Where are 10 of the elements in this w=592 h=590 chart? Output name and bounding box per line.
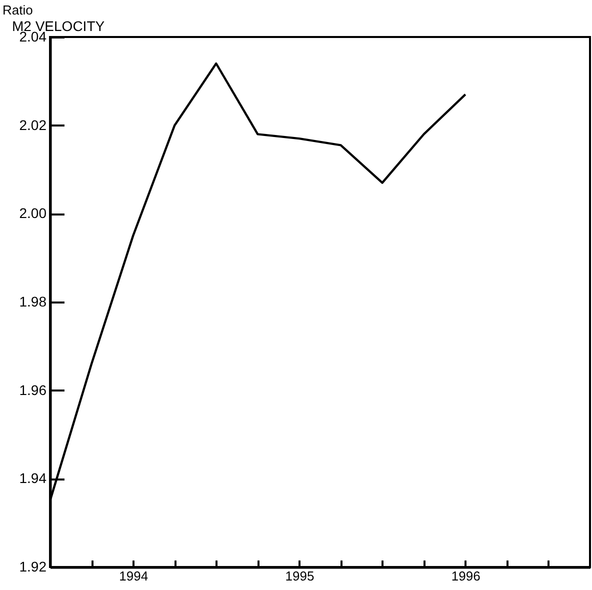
y-axis-title: Ratio <box>2 2 33 18</box>
x-tick-label: 1996 <box>451 568 480 584</box>
y-tick-label: 2.02 <box>19 116 47 133</box>
y-tick-label: 1.98 <box>19 294 47 310</box>
y-tick-label: 1.94 <box>19 470 47 486</box>
y-tick-label: 1.96 <box>19 382 47 398</box>
x-tick-label: 1995 <box>285 568 314 584</box>
y-tick-label: 1.92 <box>19 558 47 574</box>
y-tick-label: 2.00 <box>19 205 47 222</box>
x-tick-label: 1994 <box>119 568 148 584</box>
